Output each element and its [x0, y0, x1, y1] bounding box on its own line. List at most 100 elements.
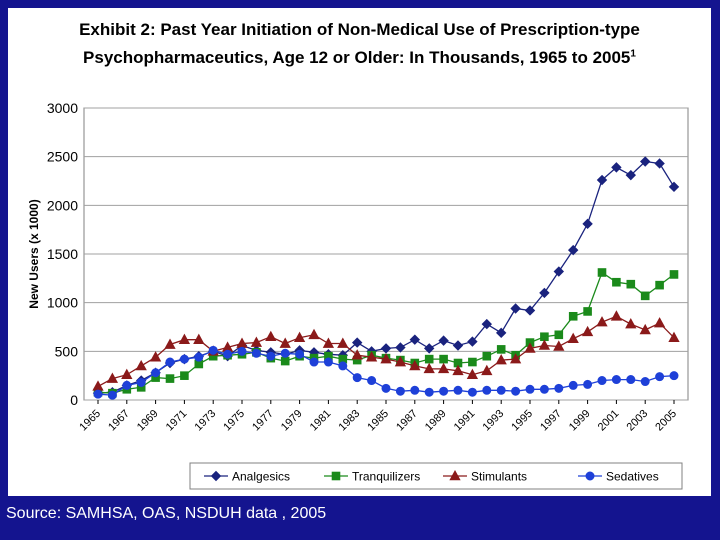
data-point-stimulants	[553, 340, 565, 351]
data-point-stimulants	[135, 359, 147, 371]
data-point-stimulants	[164, 338, 176, 349]
data-point-sedatives	[165, 357, 175, 367]
data-point-stimulants	[452, 364, 464, 376]
data-point-sedatives	[439, 386, 449, 396]
data-point-sedatives	[525, 384, 535, 394]
data-point-sedatives	[597, 376, 607, 386]
data-point-sedatives	[136, 377, 146, 387]
data-point-sedatives	[338, 361, 348, 371]
x-tick-label: 1981	[308, 408, 334, 434]
data-point-tranquilizers	[612, 277, 621, 287]
series-sedatives	[93, 345, 679, 400]
line-chart: 0 500 1000 1500 2000 2500 3000 1965 1967 1969 1971…	[27, 100, 689, 490]
x-tick-label: 2003	[625, 408, 651, 434]
data-point-analgesics	[553, 266, 565, 277]
x-tick-label: 1989	[423, 408, 449, 434]
data-point-sedatives	[554, 383, 564, 393]
data-point-stimulants	[337, 337, 349, 348]
data-point-stimulants	[423, 362, 435, 374]
data-point-sedatives	[179, 354, 189, 364]
data-point-stimulants	[250, 336, 263, 347]
data-point-tranquilizers	[554, 330, 564, 340]
data-point-stimulants	[639, 323, 651, 335]
data-point-analgesics	[481, 318, 493, 330]
data-point-sedatives	[151, 368, 161, 378]
legend-label-sedatives: Sedatives	[606, 470, 659, 484]
legend-marker-sedatives	[585, 471, 595, 481]
data-point-tranquilizers	[640, 291, 650, 301]
data-point-stimulants	[524, 342, 536, 353]
x-tick-label: 1967	[106, 408, 132, 434]
data-point-stimulants	[394, 355, 407, 367]
data-point-sedatives	[482, 385, 492, 395]
data-point-tranquilizers	[180, 371, 189, 380]
data-point-sedatives	[237, 346, 247, 356]
x-tick-label: 1975	[221, 408, 247, 434]
data-point-analgesics	[423, 343, 435, 354]
data-point-stimulants	[495, 354, 507, 365]
x-tick-label: 1983	[337, 408, 363, 434]
data-point-stimulants	[92, 380, 104, 391]
legend-label-analgesics: Analgesics	[232, 470, 290, 484]
data-point-sedatives	[539, 384, 549, 394]
chart-panel: Exhibit 2: Past Year Initiation of Non-M…	[8, 8, 711, 496]
data-point-tranquilizers	[669, 270, 679, 279]
data-point-sedatives	[669, 371, 679, 381]
data-point-tranquilizers	[626, 279, 636, 289]
data-point-analgesics	[495, 327, 507, 339]
data-point-sedatives	[626, 375, 636, 385]
data-point-analgesics	[625, 169, 637, 181]
x-tick-label: 1979	[279, 408, 305, 434]
footnote-mark: 1	[630, 48, 636, 60]
legend-marker-tranquilizers	[331, 471, 341, 481]
data-point-sedatives	[194, 352, 204, 362]
data-point-tranquilizers	[424, 354, 434, 364]
data-point-stimulants	[596, 316, 608, 327]
data-point-tranquilizers	[468, 357, 477, 367]
data-point-sedatives	[122, 380, 132, 390]
data-point-tranquilizers	[280, 356, 290, 366]
data-point-sedatives	[410, 385, 420, 395]
data-point-sedatives	[367, 376, 377, 386]
data-point-analgesics	[510, 303, 521, 314]
y-tick-label: 0	[70, 392, 78, 408]
data-point-stimulants	[178, 333, 191, 344]
source-note: Source: SAMHSA, OAS, NSDUH data , 2005	[6, 505, 327, 522]
chart-title-line-2-text: Psychopharmaceutics, Age 12 or Older: In…	[83, 48, 631, 67]
data-point-stimulants	[437, 362, 450, 374]
data-point-sedatives	[568, 380, 578, 390]
data-point-analgesics	[654, 158, 665, 169]
x-tick-label: 1999	[567, 408, 593, 434]
data-point-stimulants	[106, 372, 119, 383]
data-point-sedatives	[323, 357, 333, 367]
legend-marker-stimulants	[449, 469, 461, 481]
data-point-sedatives	[640, 377, 650, 387]
data-point-sedatives	[266, 351, 276, 361]
data-point-sedatives	[467, 387, 477, 397]
data-point-analgesics	[596, 174, 608, 186]
x-tick-label: 1987	[394, 408, 420, 434]
data-point-tranquilizers	[655, 280, 664, 290]
series-layer	[92, 156, 680, 400]
legend-marker-analgesics	[210, 470, 222, 482]
x-tick-label: 1971	[164, 408, 190, 434]
data-point-stimulants	[380, 353, 392, 364]
data-point-stimulants	[365, 351, 378, 362]
data-point-analgesics	[668, 181, 680, 193]
x-tick-label: 1973	[193, 408, 219, 434]
data-point-stimulants	[567, 332, 579, 343]
data-point-sedatives	[453, 385, 463, 395]
y-tick-label: 2000	[47, 197, 78, 213]
x-tick-label: 1977	[250, 408, 276, 434]
data-point-stimulants	[193, 333, 205, 344]
data-point-analgesics	[438, 335, 449, 346]
data-point-analgesics	[524, 305, 536, 316]
data-point-sedatives	[280, 348, 290, 358]
data-point-sedatives	[424, 387, 434, 397]
legend-layer: Analgesics Tranquilizers Stimulants Sedativ…	[189, 462, 683, 490]
data-point-stimulants	[265, 330, 277, 342]
data-point-tranquilizers	[540, 332, 549, 342]
data-point-stimulants	[538, 339, 551, 350]
data-point-stimulants	[653, 317, 666, 328]
data-point-sedatives	[93, 389, 103, 399]
